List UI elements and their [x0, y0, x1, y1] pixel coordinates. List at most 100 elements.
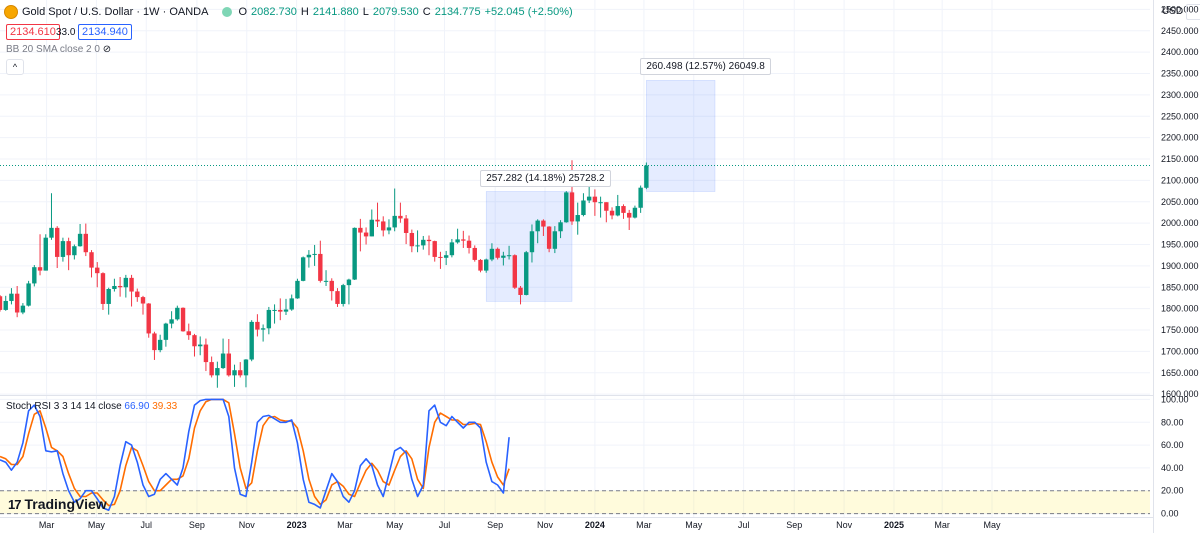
- candle-body: [43, 237, 48, 271]
- symbol-title[interactable]: Gold Spot / U.S. Dollar · 1W · OANDA: [22, 6, 209, 18]
- candle-body: [180, 307, 186, 332]
- candle-body: [535, 220, 540, 232]
- candle-body: [89, 252, 94, 268]
- price-tick-label: 1700.000: [1161, 346, 1199, 356]
- candle-body: [260, 328, 266, 330]
- low-label: L: [362, 6, 369, 18]
- candle-body: [249, 321, 254, 360]
- collapse-legend-button[interactable]: ^: [6, 59, 24, 75]
- candle-body: [198, 344, 203, 347]
- rsi-tick-label: 60.00: [1161, 440, 1184, 450]
- candle-body: [615, 206, 620, 216]
- time-tick-label: Jul: [141, 520, 153, 530]
- time-tick-label: Sep: [487, 520, 503, 530]
- measure-zones: [0, 80, 1150, 302]
- candle-body: [438, 256, 443, 258]
- time-tick-label: Sep: [786, 520, 802, 530]
- candle-body: [386, 227, 392, 231]
- candle-body: [449, 242, 455, 256]
- open-label: O: [238, 6, 247, 18]
- stoch-rsi-k-line: [0, 398, 510, 512]
- candle-body: [358, 227, 363, 233]
- candle-body: [318, 253, 323, 281]
- stoch-rsi-d-value: 39.33: [152, 401, 178, 412]
- candle-body: [495, 248, 500, 258]
- candle-body: [163, 323, 169, 340]
- candle-body: [426, 239, 432, 242]
- currency-label[interactable]: USD: [1162, 6, 1184, 17]
- gold-logo-icon: [4, 5, 18, 19]
- candle-body: [415, 245, 420, 247]
- candle-body: [295, 280, 300, 299]
- candle-body: [518, 287, 523, 295]
- measure-label-1[interactable]: 257.282 (14.18%) 25728.2: [480, 169, 611, 187]
- price-tick-label: 2450.000: [1161, 26, 1199, 36]
- rsi-tick-label: 40.00: [1161, 463, 1184, 473]
- candle-body: [455, 239, 460, 243]
- tradingview-name: TradingView: [24, 496, 107, 512]
- candle-body: [569, 192, 575, 222]
- price-tick-label: 2500.000: [1161, 4, 1199, 14]
- time-tick-label: Nov: [537, 520, 554, 530]
- high-label: H: [300, 6, 309, 18]
- candle-body: [266, 309, 272, 329]
- price-tick-label: 1600.000: [1161, 389, 1199, 399]
- candle-body: [575, 215, 580, 222]
- bb-indicator-legend[interactable]: BB 20 SMA close 2 0 ⊘: [6, 44, 111, 55]
- time-tick-label: May: [685, 520, 703, 530]
- candle-body: [363, 232, 369, 237]
- measure-zone: [646, 80, 716, 192]
- candle-body: [598, 202, 603, 204]
- buy-price-button[interactable]: 2134.940: [78, 24, 132, 40]
- rsi-tick-label: 100.00: [1161, 394, 1189, 404]
- time-tick-label: Mar: [636, 520, 652, 530]
- axis-settings-button[interactable]: [1186, 4, 1200, 20]
- candle-body: [72, 246, 77, 256]
- hidden-eye-icon[interactable]: ⊘: [102, 44, 112, 55]
- candle-body: [335, 291, 340, 304]
- candle-body: [541, 220, 546, 227]
- candle-body: [638, 187, 643, 208]
- candle-body: [157, 339, 163, 351]
- candle-body: [95, 267, 100, 274]
- time-tick-label: Mar: [39, 520, 55, 530]
- time-tick-label: Nov: [836, 520, 853, 530]
- candle-body: [352, 227, 357, 280]
- time-tick-label: 2024: [585, 520, 605, 530]
- price-tick-label: 2400.000: [1161, 47, 1199, 57]
- time-tick-label: Sep: [189, 520, 205, 530]
- candle-body: [604, 202, 609, 211]
- candle-body: [55, 227, 60, 257]
- stoch-rsi-d-line: [0, 398, 510, 507]
- candle-body: [60, 241, 66, 257]
- measure-label-2[interactable]: 260.498 (12.57%) 26049.8: [640, 58, 771, 76]
- candle-body: [226, 353, 231, 376]
- price-tick-label: 2150.000: [1161, 154, 1199, 164]
- candle-body: [409, 232, 415, 247]
- candle-body: [289, 298, 294, 310]
- candle-body: [169, 319, 174, 324]
- oversold-band: [0, 490, 1150, 514]
- grid: [0, 0, 1150, 517]
- candle-body: [232, 370, 237, 376]
- stoch-rsi-k-value: 66.90: [124, 401, 150, 412]
- stoch-rsi-legend[interactable]: Stoch RSI 3 3 14 14 close 66.90 39.33: [6, 401, 177, 412]
- candle-body: [20, 305, 26, 313]
- candle-body: [506, 255, 512, 257]
- rsi-tick-label: 20.00: [1161, 486, 1184, 496]
- candle-body: [627, 212, 632, 218]
- market-status-icon[interactable]: [222, 7, 233, 17]
- candle-body: [558, 222, 563, 232]
- tradingview-logo[interactable]: 17 TradingView: [8, 496, 107, 512]
- candle-body: [621, 206, 626, 213]
- candle-body: [117, 285, 123, 288]
- candle-body: [140, 297, 146, 304]
- candle-body: [392, 215, 397, 228]
- candle-body: [381, 221, 386, 231]
- sell-price-button[interactable]: 2134.610: [6, 24, 60, 40]
- candle-body: [49, 227, 54, 238]
- candle-body: [215, 368, 220, 376]
- candle-body: [632, 207, 638, 218]
